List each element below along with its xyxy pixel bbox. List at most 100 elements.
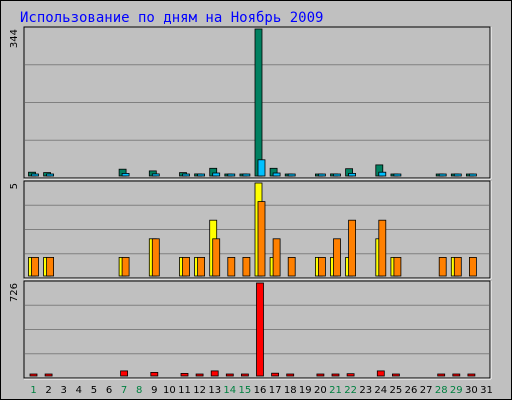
day-label-8: 8	[136, 385, 142, 396]
bar-bottom-s0-day-29	[452, 373, 461, 377]
panel-bottom: 726	[9, 280, 492, 380]
bar-top-s1-day-12	[197, 173, 206, 177]
day-label-14: 14	[223, 385, 236, 396]
bar-top-s1-day-29	[453, 173, 462, 177]
bar-top-s1-day-2	[46, 173, 54, 177]
day-label-24: 24	[374, 385, 387, 396]
day-label-3: 3	[61, 385, 67, 396]
day-label-26: 26	[405, 385, 418, 396]
day-label-1: 1	[30, 385, 36, 396]
day-label-22: 22	[344, 385, 357, 396]
bar-top-s1-day-16	[257, 159, 266, 177]
day-label-2: 2	[45, 385, 51, 396]
day-label-18: 18	[284, 385, 297, 396]
bar-top-s1-day-1	[31, 173, 39, 177]
bar-bottom-s0-day-21	[331, 373, 340, 377]
day-label-27: 27	[420, 385, 433, 396]
day-label-23: 23	[359, 385, 372, 396]
day-label-15: 15	[239, 385, 252, 396]
bar-bottom-s0-day-30	[467, 373, 476, 377]
day-label-28: 28	[435, 385, 448, 396]
bar-top-s1-day-21	[333, 173, 341, 177]
panel-bottom-axis-label: 726	[9, 283, 20, 302]
bar-bottom-s0-day-22	[346, 373, 355, 377]
bar-bottom-s0-day-12	[195, 373, 204, 377]
bar-bottom-s0-day-17	[271, 372, 280, 377]
bar-top-s1-day-24	[378, 171, 387, 177]
bar-middle-s1-day-24	[378, 219, 387, 277]
bar-top-s1-day-17	[272, 172, 281, 177]
bar-bottom-s0-day-2	[44, 373, 53, 377]
bar-middle-s1-day-22	[348, 219, 357, 277]
bar-bottom-s0-day-7	[120, 370, 128, 377]
bar-bottom-s0-day-16	[256, 282, 264, 377]
day-label-13: 13	[208, 385, 221, 396]
panels-layer: 344 5 726	[9, 26, 492, 380]
day-label-19: 19	[299, 385, 312, 396]
bar-top-s1-day-18	[287, 173, 296, 177]
bar-top-s1-day-9	[151, 173, 160, 177]
day-label-25: 25	[390, 385, 403, 396]
bar-bottom-s0-day-1	[29, 373, 38, 377]
bar-bottom-s0-day-14	[225, 373, 234, 377]
bar-middle-s1-day-28	[438, 256, 447, 277]
bar-middle-s1-day-29	[453, 256, 462, 277]
bar-bottom-s0-day-13	[210, 370, 219, 377]
bar-middle-s1-day-7	[121, 256, 130, 277]
bar-bottom-s0-day-25	[391, 373, 400, 377]
panel-top-axis-label: 344	[9, 29, 20, 48]
bar-top-s1-day-11	[182, 173, 190, 177]
day-label-30: 30	[465, 385, 478, 396]
bar-top-s1-day-13	[212, 172, 221, 177]
bar-middle-s1-day-1	[31, 256, 39, 277]
bar-middle-s1-day-20	[317, 256, 326, 277]
bar-middle-s1-day-21	[333, 238, 341, 277]
bar-middle-s1-day-9	[151, 238, 160, 277]
bar-bottom-s0-day-20	[316, 373, 325, 377]
panel-middle-axis-label: 5	[9, 183, 20, 189]
day-label-16: 16	[254, 385, 267, 396]
bar-bottom-s0-day-9	[150, 371, 159, 377]
bar-bottom-s0-day-11	[180, 372, 189, 377]
bar-top-s1-day-7	[121, 172, 130, 177]
bar-middle-s1-day-14	[227, 256, 236, 277]
bar-middle-s1-day-15	[242, 256, 251, 277]
panel-top: 344	[9, 26, 492, 180]
bar-top-s1-day-28	[438, 173, 447, 177]
bar-middle-s1-day-16	[257, 201, 266, 277]
day-label-17: 17	[269, 385, 282, 396]
bar-middle-s1-day-2	[46, 256, 54, 277]
day-label-21: 21	[329, 385, 342, 396]
day-label-4: 4	[76, 385, 82, 396]
day-label-7: 7	[121, 385, 127, 396]
bar-top-s1-day-25	[393, 173, 402, 177]
day-labels: 1 2 3 4 5 6 7 8 9 10 11 12 13 14 15 16 17 18 19 20 21 22 23 24 2…	[30, 385, 493, 396]
bar-bottom-s0-day-28	[437, 373, 446, 377]
bar-middle-s1-day-25	[393, 256, 402, 277]
day-label-20: 20	[314, 385, 327, 396]
day-label-12: 12	[193, 385, 206, 396]
day-label-10: 10	[163, 385, 176, 396]
bar-middle-s1-day-13	[212, 238, 221, 277]
bar-top-s1-day-22	[348, 172, 357, 177]
bar-middle-s1-day-11	[182, 256, 190, 277]
bar-middle-s1-day-18	[287, 256, 296, 277]
bar-middle-s1-day-12	[197, 256, 206, 277]
bar-middle-s1-day-30	[468, 256, 477, 277]
day-label-9: 9	[151, 385, 157, 396]
day-label-6: 6	[106, 385, 112, 396]
bar-bottom-s0-day-18	[286, 373, 295, 377]
bar-top-s1-day-20	[317, 173, 326, 177]
panel-middle: 5	[9, 180, 492, 280]
day-label-11: 11	[178, 385, 191, 396]
bar-top-s0-day-16	[254, 28, 263, 177]
day-label-29: 29	[450, 385, 463, 396]
chart-title: Использование по дням на Ноябрь 2009	[20, 10, 323, 26]
bar-bottom-s0-day-15	[240, 373, 249, 377]
day-label-5: 5	[91, 385, 97, 396]
bar-top-s1-day-30	[468, 173, 477, 177]
day-label-31: 31	[480, 385, 493, 396]
bar-top-s1-day-14	[227, 173, 236, 177]
bar-middle-s1-day-17	[272, 238, 281, 277]
